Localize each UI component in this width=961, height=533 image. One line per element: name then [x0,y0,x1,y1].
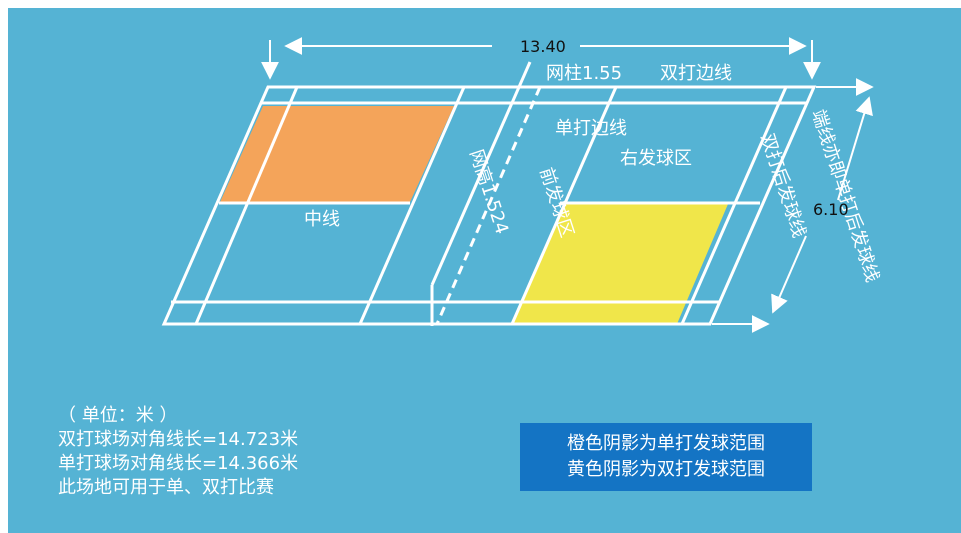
yellow-doubles-service-area [511,204,728,324]
legend-yellow: 黄色阴影为双打发球范围 [567,459,765,480]
doubles-diagonal-note: 双打球场对角线长=14.723米 [58,429,299,450]
width-arrow-lower [771,235,807,314]
net-post-line [430,61,532,286]
right-service-court-label: 右发球区 [620,148,692,169]
legend-orange: 橙色阴影为单打发球范围 [567,433,765,454]
usage-note: 此场地可用于单、双打比赛 [58,477,274,498]
singles-diagonal-note: 单打球场对角线长=14.366米 [58,453,299,474]
center-line-label: 中线 [304,209,340,230]
width-dimension-label: 6.10 [813,200,849,219]
left-doubles-back-line [194,86,299,325]
court-outline [161,85,817,326]
net-post-label: 网柱1.55 [546,63,622,84]
left-front-service-line [358,86,466,325]
court-lines [161,61,817,326]
notes-block: （ 单位：米 ） 双打球场对角线长=14.723米 单打球场对角线长=14.36… [58,404,298,500]
singles-sideline-label: 单打边线 [555,118,627,139]
net-dashed-line [435,86,542,325]
dimension-arrows [261,37,874,333]
right-doubles-back-line [680,86,788,325]
unit-note: （ 单位：米 ） [58,405,178,426]
length-dimension-label: 13.40 [520,37,566,56]
right-front-service-line [510,86,618,325]
width-arrow-upper [837,96,873,201]
legend-box: 橙色阴影为单打发球范围 黄色阴影为双打发球范围 [520,423,812,491]
doubles-sideline-label: 双打边线 [660,63,732,84]
